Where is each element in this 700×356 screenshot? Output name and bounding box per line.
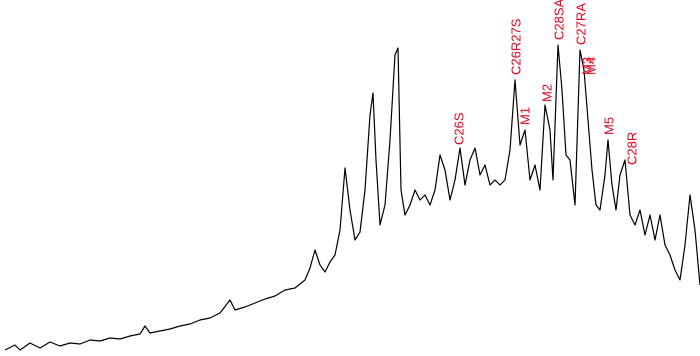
peak-label: M3 bbox=[579, 57, 594, 75]
peak-label: C28SA bbox=[551, 0, 566, 40]
peak-label: M2 bbox=[539, 84, 554, 102]
peak-label: M1 bbox=[517, 107, 532, 125]
peak-label: M4 bbox=[583, 57, 598, 75]
trace bbox=[4, 44, 700, 351]
peak-label: C27RA bbox=[573, 3, 588, 45]
peak-label: C28R bbox=[624, 132, 639, 165]
peak-label: M5 bbox=[601, 117, 616, 135]
peak-label: C26S bbox=[451, 112, 466, 145]
peak-label: C26R27S bbox=[508, 18, 523, 75]
